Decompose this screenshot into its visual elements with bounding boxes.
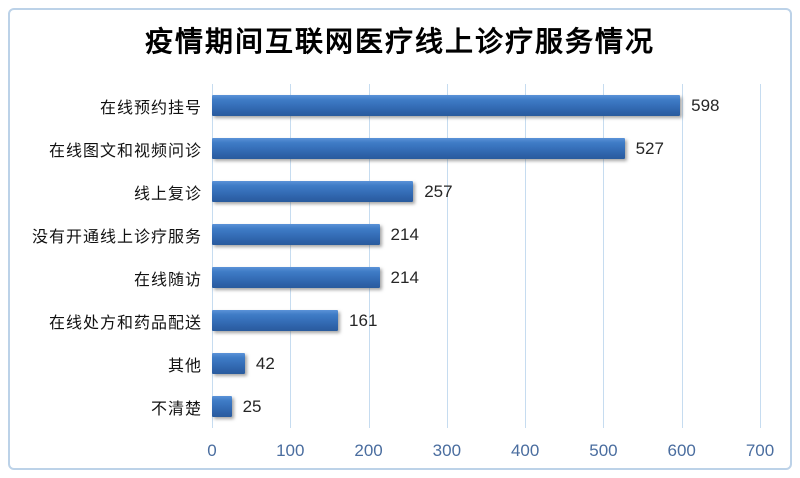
gridline bbox=[446, 84, 448, 428]
x-axis-tick-label: 700 bbox=[745, 441, 775, 460]
category-label: 其他 bbox=[167, 357, 202, 375]
bar bbox=[212, 138, 625, 159]
data-label: 161 bbox=[349, 310, 378, 330]
x-axis-tick-label: 300 bbox=[432, 441, 462, 460]
bar bbox=[212, 224, 380, 245]
bar bbox=[212, 181, 414, 202]
gridline bbox=[368, 84, 370, 428]
data-label: 257 bbox=[424, 181, 453, 201]
x-axis-tick-label: 0 bbox=[207, 441, 217, 460]
gridline bbox=[212, 84, 213, 428]
gridline bbox=[760, 84, 761, 428]
gridline bbox=[603, 84, 605, 428]
bar bbox=[212, 95, 681, 116]
data-label: 25 bbox=[242, 396, 262, 416]
gridline bbox=[681, 84, 683, 428]
bar bbox=[212, 310, 339, 331]
x-axis-tick-label: 600 bbox=[667, 441, 696, 460]
category-label: 在线随访 bbox=[133, 271, 202, 289]
category-label: 在线处方和药品配送 bbox=[48, 314, 202, 332]
x-axis-tick-label: 200 bbox=[354, 441, 383, 460]
data-label: 527 bbox=[635, 138, 664, 158]
data-label: 42 bbox=[255, 353, 275, 373]
bar bbox=[212, 396, 232, 417]
category-label: 没有开通线上诊疗服务 bbox=[31, 228, 202, 246]
category-label: 在线图文和视频问诊 bbox=[48, 142, 202, 160]
category-label: 不清楚 bbox=[150, 400, 202, 418]
bar bbox=[212, 353, 245, 374]
gridline bbox=[525, 84, 527, 428]
x-axis-tick-label: 500 bbox=[589, 441, 618, 460]
x-axis-tick-label: 100 bbox=[276, 441, 305, 460]
data-label: 214 bbox=[390, 267, 419, 287]
data-label: 598 bbox=[691, 95, 720, 115]
category-label: 在线预约挂号 bbox=[99, 99, 202, 117]
category-label: 线上复诊 bbox=[133, 185, 202, 203]
x-axis-tick-label: 400 bbox=[510, 441, 540, 460]
bar bbox=[212, 267, 380, 288]
chart-frame bbox=[8, 8, 792, 470]
data-label: 214 bbox=[390, 224, 419, 244]
gridline bbox=[290, 84, 292, 428]
chart-title: 疫情期间互联网医疗线上诊疗服务情况 bbox=[144, 27, 655, 58]
